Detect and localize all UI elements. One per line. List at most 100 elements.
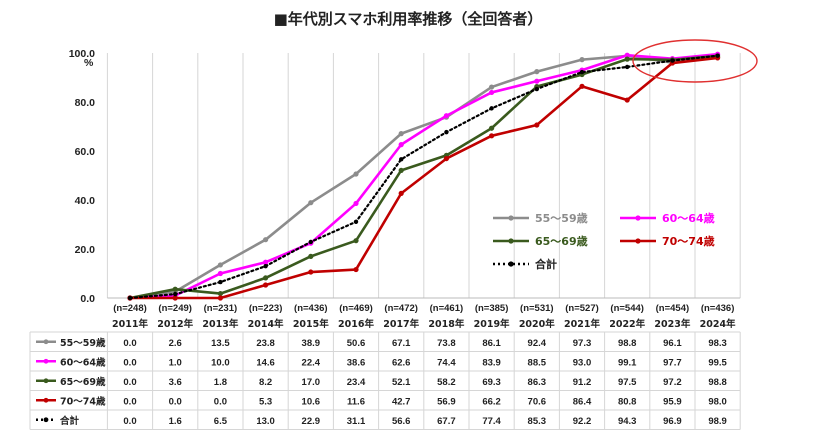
data-point <box>398 167 404 173</box>
table-cell: 93.0 <box>573 357 592 368</box>
data-point <box>489 125 495 131</box>
sample-size-label: (n=461) <box>430 303 464 314</box>
table-cell: 56.9 <box>437 396 456 407</box>
sample-size-label: (n=223) <box>249 303 283 314</box>
data-point <box>263 259 269 265</box>
data-point <box>625 64 630 70</box>
legend-label: 60～64歳 <box>662 211 715 225</box>
data-point <box>217 295 223 301</box>
table-cell: 22.4 <box>302 357 321 368</box>
data-point <box>263 282 269 288</box>
row-legend-marker <box>43 417 49 423</box>
table-cell: 69.3 <box>482 377 501 388</box>
data-point <box>398 190 404 196</box>
table-cell: 6.5 <box>214 416 228 427</box>
data-point <box>217 290 223 297</box>
x-tick-label: 2019年 <box>474 318 510 330</box>
sample-size-label: (n=472) <box>384 303 418 314</box>
table-cell: 1.6 <box>169 416 182 427</box>
legend-label: 70～74歳 <box>662 234 715 248</box>
table-cell: 98.8 <box>708 377 727 388</box>
legend-label: 合計 <box>535 257 557 271</box>
table-cell: 38.9 <box>302 338 321 349</box>
row-legend-marker <box>43 378 49 384</box>
table-cell: 91.2 <box>573 377 592 388</box>
highlight-ellipse <box>632 39 758 83</box>
table-cell: 98.3 <box>708 338 727 349</box>
x-tick-label: 2012年 <box>157 318 193 330</box>
table-row-label: 60～64歳 <box>60 356 106 368</box>
data-point <box>444 129 449 135</box>
table-cell: 0.0 <box>123 396 136 407</box>
table-cell: 67.7 <box>437 416 456 427</box>
table-cell: 0.0 <box>123 416 136 427</box>
table-cell: 73.8 <box>437 338 456 349</box>
table-cell: 88.5 <box>528 357 547 368</box>
data-point <box>217 262 223 268</box>
table-cell: 97.2 <box>663 377 682 388</box>
table-cell: 23.4 <box>347 377 366 388</box>
table-cell: 11.6 <box>347 396 365 407</box>
table-cell: 92.2 <box>573 416 592 427</box>
table-cell: 0.0 <box>169 396 182 407</box>
table-cell: 50.6 <box>347 338 366 349</box>
table-cell: 98.9 <box>708 416 727 427</box>
data-point <box>308 253 314 259</box>
table-cell: 86.1 <box>482 338 501 349</box>
highlight-annotation <box>632 39 758 83</box>
table-cell: 13.0 <box>256 416 275 427</box>
table-cell: 17.0 <box>302 377 321 388</box>
table-cell: 97.7 <box>663 357 682 368</box>
table-cell: 94.3 <box>618 416 637 427</box>
table-cell: 97.3 <box>573 338 592 349</box>
legend-marker <box>508 215 514 221</box>
series-lines <box>127 51 721 301</box>
table-cell: 97.5 <box>618 377 637 388</box>
y-axis: 0.0 20.0 40.0 60.0 80.0 100.0 <box>69 48 95 305</box>
data-point <box>353 200 359 207</box>
y-tick-label: 80.0 <box>75 97 96 109</box>
sample-size-label: (n=469) <box>339 303 373 314</box>
data-point <box>534 69 540 75</box>
table-row-label: 合計 <box>60 415 80 427</box>
table-cell: 3.6 <box>169 377 182 388</box>
sample-size-label: (n=436) <box>294 303 328 314</box>
row-legend-marker <box>43 339 49 345</box>
table-cell: 42.7 <box>392 396 411 407</box>
table-cell: 14.6 <box>256 357 275 368</box>
table-cell: 5.3 <box>259 396 272 407</box>
table-cell: 99.5 <box>708 357 727 368</box>
y-tick-label: 100.0 <box>69 48 95 60</box>
sample-size-label: (n=454) <box>656 303 690 314</box>
table-cell: 98.0 <box>708 396 727 407</box>
table-cell: 10.6 <box>302 396 321 407</box>
x-tick-label: 2011年 <box>112 318 148 330</box>
table-row-label: 55～59歳 <box>60 337 106 349</box>
sample-size-label: (n=544) <box>610 303 644 314</box>
data-point <box>489 106 494 111</box>
data-point <box>624 52 630 58</box>
legend-marker <box>508 238 514 244</box>
data-point <box>263 263 268 269</box>
table-cell: 52.1 <box>392 377 411 388</box>
y-tick-label: 40.0 <box>75 195 96 207</box>
x-tick-label: 2024年 <box>700 318 736 330</box>
table-cell: 67.1 <box>392 338 411 349</box>
data-point <box>670 58 675 63</box>
table-cell: 92.4 <box>528 338 547 349</box>
legend-marker <box>635 215 641 221</box>
data-point <box>443 113 449 119</box>
table-cell: 0.0 <box>123 357 136 368</box>
row-legend-marker <box>43 358 49 364</box>
table-cell: 58.2 <box>437 377 456 388</box>
y-tick-label: 60.0 <box>75 146 96 158</box>
table-cell: 8.2 <box>259 377 272 388</box>
table-cell: 96.9 <box>663 416 682 427</box>
data-point <box>353 219 359 225</box>
data-point <box>308 269 314 275</box>
data-point <box>127 295 133 301</box>
y-tick-label: 0.0 <box>80 293 95 305</box>
data-point <box>624 97 630 103</box>
table-cell: 74.4 <box>437 357 456 368</box>
data-point <box>579 83 585 89</box>
